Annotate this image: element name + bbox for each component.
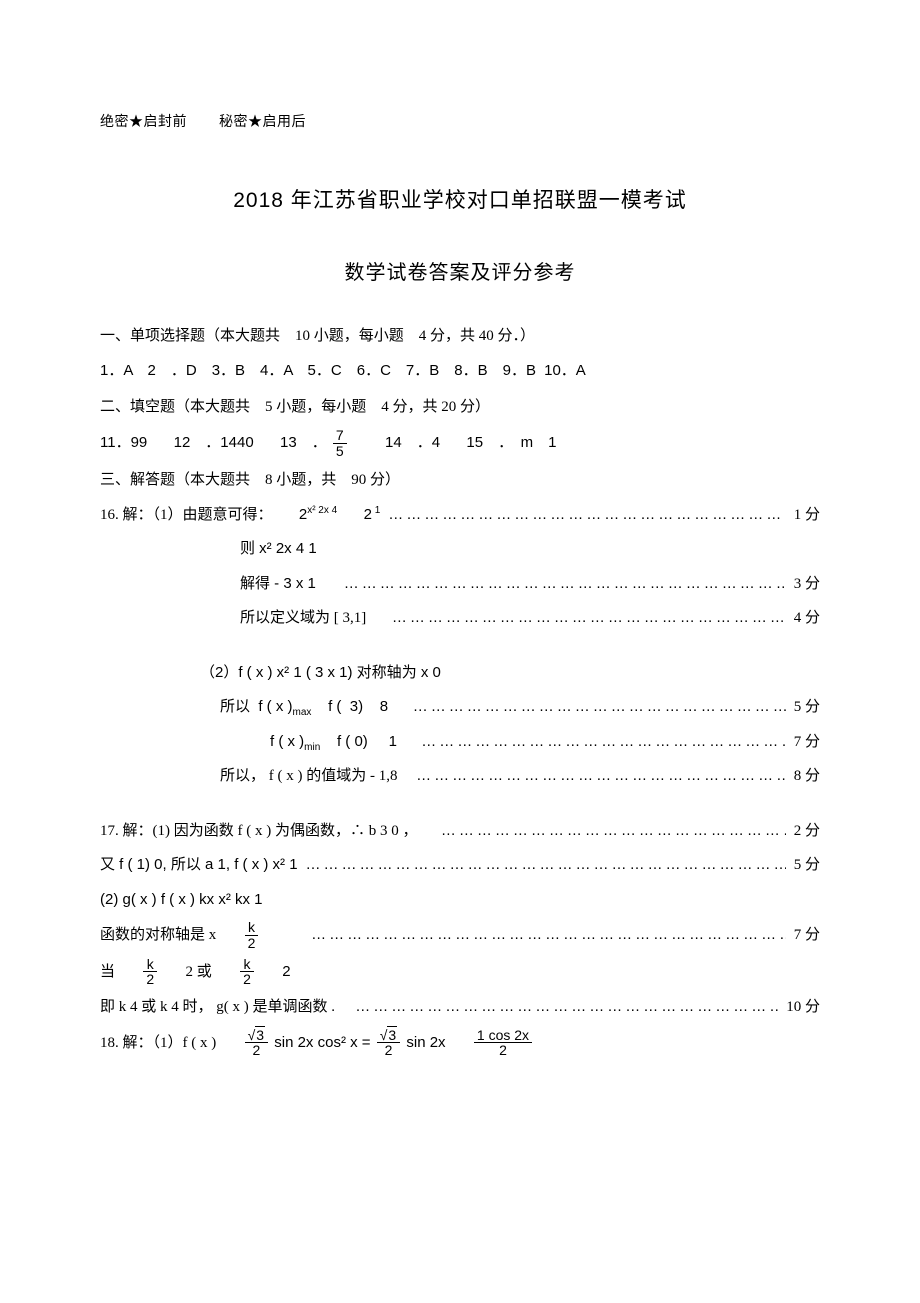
- q16-l2: 则 x² 2x 4 1: [240, 535, 317, 564]
- q17-line5: 当 k 2 2 或 k 2 2: [100, 957, 820, 987]
- fill-12: 12 ．1440: [174, 434, 254, 451]
- classification-before: 绝密★启封前: [100, 115, 187, 130]
- q18-frac3: 1 cos 2x 2: [474, 1028, 532, 1058]
- dots: [408, 762, 786, 791]
- score-7: 7 分: [786, 728, 820, 757]
- score-10: 10 分: [778, 993, 820, 1022]
- score-3: 3 分: [786, 570, 820, 599]
- q17-line3: (2) g( x ) f ( x ) kx x² kx 1: [100, 886, 820, 915]
- q18-frac1: √3 2: [245, 1028, 268, 1058]
- dots: [380, 501, 785, 530]
- q16-l7: f ( x )min f ( 0) 1: [270, 728, 397, 757]
- q17-l4-text: 函数的对称轴是 x: [100, 928, 216, 944]
- score-1: 1 分: [786, 501, 820, 530]
- q18-l1-a: 18. 解：（1）f ( x ): [100, 1035, 216, 1051]
- score-5: 5 分: [786, 693, 820, 722]
- dots: [347, 993, 778, 1022]
- fill-14: 14 ．4: [385, 434, 440, 451]
- section-2-heading: 二、填空题（本大题共 5 小题，每小题 4 分，共 20 分）: [100, 393, 820, 422]
- q16-l5: （2）f ( x ) x² 1 ( 3 x 1) 对称轴为 x 0: [200, 659, 441, 688]
- fraction-num: 7: [333, 428, 347, 444]
- q17-l3: (2) g( x ) f ( x ) kx x² kx 1: [100, 886, 263, 915]
- q17-l6: 即 k 4 或 k 4 时， g( x ) 是单调函数 .: [100, 993, 335, 1022]
- mc-answers: 1．A 2 ．D 3．B 4．A 5．C 6．C 7．B 8．B 9．B 10．…: [100, 357, 820, 386]
- q17-line1: 17. 解：(1) 因为函数 f ( x ) 为偶函数，∴ b 3 0 ， 2 …: [100, 817, 820, 846]
- q18-l1-c: sin 2x: [406, 1034, 445, 1051]
- score-8: 8 分: [786, 762, 820, 791]
- fill-11: 11．99: [100, 434, 147, 451]
- dots: [384, 604, 786, 633]
- q16-line6: 所以 f ( x )max f ( 3) 8 5 分: [100, 693, 820, 722]
- q17-l5-frac1: k 2: [143, 957, 157, 987]
- sub-title: 数学试卷答案及评分参考: [100, 254, 820, 292]
- dots: [303, 921, 786, 950]
- q18-frac2: √3 2: [377, 1028, 400, 1058]
- section-3-heading: 三、解答题（本大题共 8 小题，共 90 分）: [100, 466, 820, 495]
- score-2: 2 分: [786, 817, 820, 846]
- q17-l2: 又 f ( 1) 0, 所以 a 1, f ( x ) x² 1: [100, 851, 298, 880]
- exam-answer-page: 绝密★启封前 秘密★启用后 2018 年江苏省职业学校对口单招联盟一模考试 数学…: [0, 0, 920, 1303]
- q17-l4-frac: k 2: [245, 920, 259, 950]
- dots: [298, 851, 786, 880]
- q17-line6: 即 k 4 或 k 4 时， g( x ) 是单调函数 . 10 分: [100, 993, 820, 1022]
- fill-13-fraction: 7 5: [333, 428, 347, 458]
- q17-l5-c: 2: [282, 963, 290, 980]
- q16-l3: 解得 - 3 x 1: [240, 570, 316, 599]
- score-7b: 7 分: [786, 921, 820, 950]
- classification-after: 秘密★启用后: [219, 115, 306, 130]
- score-4: 4 分: [786, 604, 820, 633]
- q16-line1: 16. 解：（1）由题意可得： 2x² 2x 4 2 1 1 分: [100, 501, 820, 530]
- q16-line2: 则 x² 2x 4 1: [100, 535, 820, 564]
- q17-l1: 17. 解：(1) 因为函数 f ( x ) 为偶函数，∴ b 3 0 ，: [100, 817, 417, 846]
- q16-line7: f ( x )min f ( 0) 1 7 分: [100, 728, 820, 757]
- classification-header: 绝密★启封前 秘密★启用后: [100, 110, 820, 137]
- q16-l6: 所以 f ( x )max f ( 3) 8: [220, 693, 388, 722]
- q18-line1: 18. 解：（1）f ( x ) √3 2 sin 2x cos² x = √3…: [100, 1028, 820, 1058]
- q16-l1-math: 2x² 2x 4 2 1: [299, 506, 380, 523]
- fraction-den: 5: [333, 444, 347, 459]
- dots: [336, 570, 786, 599]
- q17-line2: 又 f ( 1) 0, 所以 a 1, f ( x ) x² 1 5 分: [100, 851, 820, 880]
- q16-line8: 所以， f ( x ) 的值域为 - 1,8 8 分: [100, 762, 820, 791]
- q16-l1-text: 16. 解：（1）由题意可得：: [100, 507, 273, 523]
- main-title: 2018 年江苏省职业学校对口单招联盟一模考试: [100, 181, 820, 221]
- q18-l1-b: sin 2x cos² x =: [274, 1034, 370, 1051]
- score-5b: 5 分: [786, 851, 820, 880]
- dots: [433, 817, 786, 846]
- fill-13-prefix: 13 ．: [280, 434, 327, 451]
- fill-15: 15 ． m 1: [466, 434, 556, 451]
- fill-answers: 11．99 12 ．1440 13 ． 7 5 14 ．4 15 ． m 1: [100, 428, 820, 458]
- section-1-heading: 一、单项选择题（本大题共 10 小题，每小题 4 分，共 40 分．）: [100, 322, 820, 351]
- q17-l5-frac2: k 2: [240, 957, 254, 987]
- dots: [413, 728, 785, 757]
- q17-line4: 函数的对称轴是 x k 2 7 分: [100, 920, 820, 950]
- dots: [405, 693, 786, 722]
- q17-l5-b: 2 或: [186, 964, 212, 980]
- q16-l4: 所以定义域为 [ 3,1]: [240, 610, 366, 626]
- q16-l8: 所以， f ( x ) 的值域为 - 1,8: [220, 768, 397, 784]
- q16-line4: 所以定义域为 [ 3,1] 4 分: [100, 604, 820, 633]
- q16-line5: （2）f ( x ) x² 1 ( 3 x 1) 对称轴为 x 0: [100, 659, 820, 688]
- q16-line3: 解得 - 3 x 1 3 分: [100, 570, 820, 599]
- q17-l5-a: 当: [100, 964, 115, 980]
